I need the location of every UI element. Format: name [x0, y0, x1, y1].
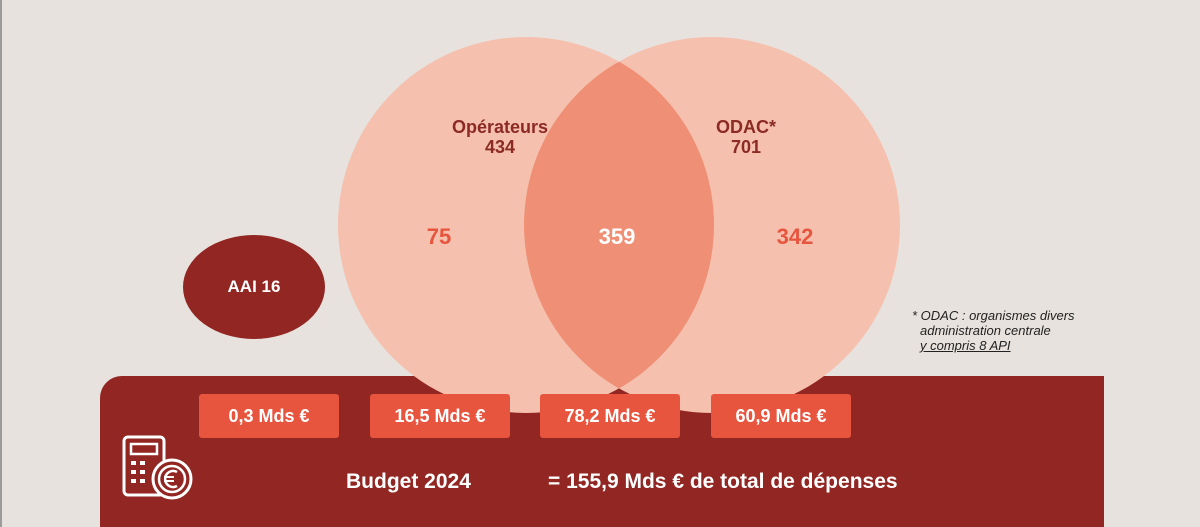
budget-total: = 155,9 Mds € de total de dépenses	[548, 470, 898, 493]
operateurs-title-text: Opérateurs	[451, 117, 549, 137]
amount-badge-intersection: 78,2 Mds €	[540, 394, 680, 438]
left-border	[0, 0, 2, 527]
footnote-line-2: administration centrale	[920, 323, 1051, 338]
odac-only-count: 342	[776, 224, 814, 249]
odac-title-text: ODAC*	[715, 117, 776, 137]
operateurs-total: 434	[484, 137, 516, 157]
amount-badge-odac: 60,9 Mds €	[711, 394, 851, 438]
operateurs-title: Opérateurs 434	[400, 117, 600, 157]
odac-title: ODAC* 701	[646, 117, 846, 157]
amount-badge-operateurs: 16,5 Mds €	[370, 394, 510, 438]
intersection-count: 359	[598, 224, 636, 249]
footnote-line-3: y compris 8 API	[920, 338, 1011, 353]
intersection-area	[524, 37, 714, 413]
budget-label: Budget 2024	[346, 470, 471, 493]
footnote: * ODAC : organismes divers administratio…	[912, 308, 1112, 353]
footnote-line-1: * ODAC : organismes divers	[912, 308, 1075, 323]
aai-label: AAI 16	[227, 277, 281, 296]
operateurs-only-count: 75	[426, 224, 452, 249]
odac-total: 701	[730, 137, 762, 157]
amount-badge-aai: 0,3 Mds €	[199, 394, 339, 438]
calculator-euro-icon	[122, 435, 193, 500]
aai-ellipse	[183, 235, 325, 339]
